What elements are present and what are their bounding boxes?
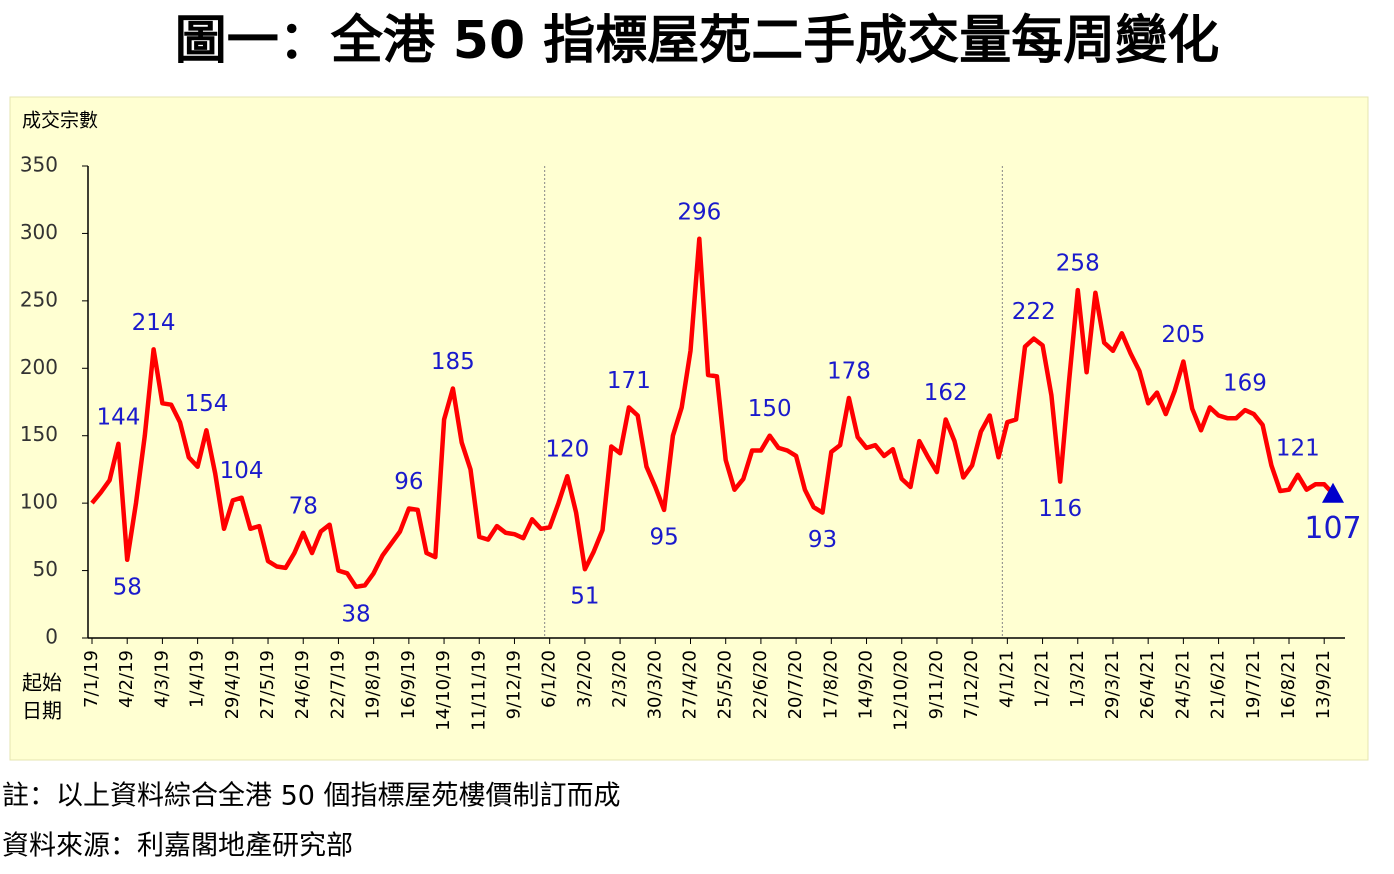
x-tick-label: 12/10/20 [891,650,912,731]
data-label: 214 [132,310,176,336]
y-tick-label: 0 [45,625,58,649]
data-label: 178 [827,358,871,384]
data-label: 78 [289,493,318,519]
data-label: 96 [394,469,423,495]
note: 註：以上資料綜合全港 50 個指標屋苑樓價制訂而成 [2,781,621,812]
x-tick-label: 4/3/19 [151,650,172,708]
x-tick-label: 4/1/21 [996,650,1017,708]
note: 資料來源：利嘉閣地產研究部 [2,831,353,862]
x-tick-label: 16/8/21 [1278,650,1299,719]
data-label: 38 [341,601,370,627]
data-label: 58 [113,574,142,600]
x-tick-label: 9/11/20 [926,650,947,719]
x-tick-label: 4/2/19 [116,650,137,708]
y-tick-label: 300 [20,220,58,244]
x-tick-label: 14/10/19 [433,650,454,731]
y-tick-label: 200 [20,355,58,379]
x-tick-label: 3/2/20 [574,650,595,708]
x-tick-label: 19/8/19 [363,650,384,719]
data-label: 258 [1056,251,1100,277]
x-tick-label: 27/4/20 [679,650,700,719]
x-tick-label: 19/7/21 [1243,650,1264,719]
x-tick-label: 20/7/20 [785,650,806,719]
x-tick-label: 1/3/21 [1067,650,1088,708]
x-tick-label: 6/1/20 [539,650,560,708]
y-tick-label: 150 [20,422,58,446]
data-label: 104 [220,458,264,484]
data-label: 144 [96,404,140,430]
data-label: 162 [924,380,968,406]
data-label: 120 [545,437,589,463]
data-label: 121 [1276,435,1320,461]
x-tick-label: 1/2/21 [1032,650,1053,708]
y-axis-label: 成交宗數 [22,110,98,132]
data-label: 185 [431,349,475,375]
data-label: 107 [1304,511,1361,546]
x-tick-label: 9/12/19 [503,650,524,719]
x-tick-label: 29/3/21 [1102,650,1123,719]
chart-title: 圖一：全港 50 指標屋苑二手成交量每周變化 [175,11,1220,71]
x-tick-label: 17/8/20 [820,650,841,719]
line-series [90,236,1335,590]
plot-background [9,96,1369,761]
y-tick-label: 250 [20,287,58,311]
data-label: 296 [677,199,721,225]
x-tick-label: 25/5/20 [715,650,736,719]
x-tick-label: 7/12/20 [961,650,982,719]
x-tick-label: 24/5/21 [1172,650,1193,719]
x-tick-label: 30/3/20 [644,650,665,719]
data-label: 51 [570,584,599,610]
x-tick-label: 24/6/19 [292,650,313,719]
data-label: 205 [1161,322,1205,348]
x-tick-label: 11/11/19 [468,650,489,731]
data-label: 93 [808,527,837,553]
x-tick-label: 14/9/20 [856,650,877,719]
x-tick-label: 22/7/19 [327,650,348,719]
x-axis-label: 起始 [22,671,62,695]
data-label: 171 [607,368,651,394]
last-point-marker [1322,482,1344,503]
data-label: 95 [649,524,678,550]
x-tick-label: 16/9/19 [398,650,419,719]
y-tick-label: 50 [33,557,58,581]
x-tick-label: 2/3/20 [609,650,630,708]
data-label: 169 [1223,371,1267,397]
x-tick-label: 13/9/21 [1313,650,1334,719]
x-tick-label: 29/4/19 [222,650,243,719]
x-tick-label: 7/1/19 [81,650,102,708]
data-label: 222 [1012,299,1056,325]
x-tick-label: 21/6/21 [1208,650,1229,719]
x-tick-label: 26/4/21 [1137,650,1158,719]
x-axis-label: 日期 [22,699,62,723]
data-label: 116 [1038,496,1082,522]
data-label: 150 [748,396,792,422]
y-tick-label: 100 [20,490,58,514]
data-label: 154 [184,391,228,417]
x-tick-label: 1/4/19 [187,650,208,708]
y-tick-label: 350 [20,153,58,177]
x-tick-label: 22/6/20 [750,650,771,719]
x-tick-label: 27/5/19 [257,650,278,719]
